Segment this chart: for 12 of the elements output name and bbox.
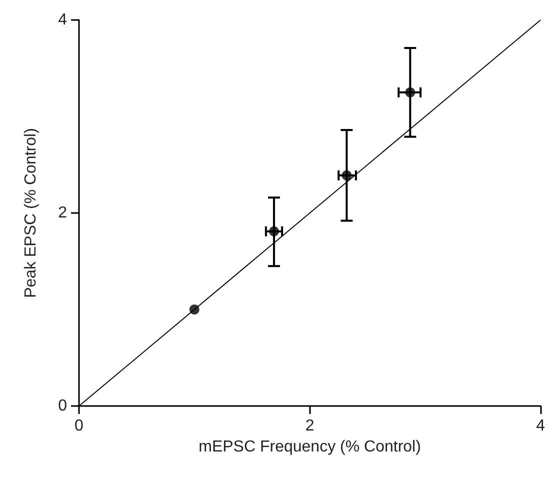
y-tick-label: 0 bbox=[58, 398, 68, 414]
y-tick-label: 2 bbox=[58, 204, 68, 222]
point bbox=[342, 170, 352, 180]
y-axis-title: Peak EPSC (% Control) bbox=[22, 128, 40, 298]
x-tick-label: 0 bbox=[74, 418, 84, 434]
point bbox=[189, 304, 200, 314]
point bbox=[405, 87, 416, 98]
x-tick-label: 2 bbox=[305, 418, 314, 434]
x-axis-title: mEPSC Frequency (% Control) bbox=[198, 438, 421, 456]
point bbox=[269, 226, 280, 236]
y-tick-label: 4 bbox=[58, 12, 68, 28]
x-tick-label: 4 bbox=[536, 418, 546, 434]
